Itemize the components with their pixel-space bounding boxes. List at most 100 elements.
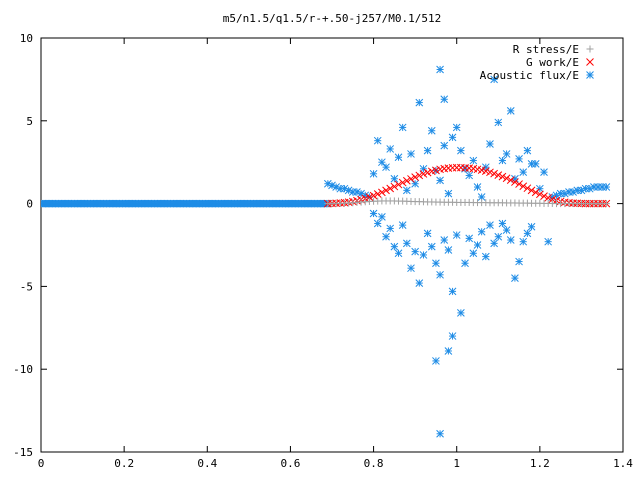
- series-point-star: [519, 237, 528, 246]
- series-point-star: [440, 95, 449, 104]
- series-point-cross: [369, 191, 378, 200]
- series-point-star: [502, 150, 511, 158]
- series-point-cross: [506, 176, 515, 184]
- series-point-star: [373, 219, 382, 228]
- series-point-star: [432, 357, 440, 365]
- y-tick-label: 5: [26, 115, 33, 128]
- series-point-cross: [382, 186, 390, 195]
- series-point-star: [444, 347, 453, 355]
- chart-title: m5/n1.5/q1.5/r-+.50-j257/M0.1/512: [223, 12, 442, 25]
- series-point-star: [502, 226, 511, 234]
- legend-label: R stress/E: [513, 43, 579, 56]
- plot-frame: [40, 37, 624, 453]
- series-point-star: [390, 242, 399, 251]
- series-point-star: [486, 221, 494, 229]
- series-point-star: [494, 118, 503, 127]
- legend-label: Acoustic flux/E: [480, 69, 579, 82]
- series-point-star: [402, 186, 411, 195]
- x-tick-label: 1.4: [613, 457, 633, 470]
- series-point-cross: [527, 186, 536, 195]
- series-point-star: [452, 231, 461, 239]
- series-point-star: [369, 169, 378, 178]
- x-tick-label: 0.4: [197, 457, 217, 470]
- series-point-star: [427, 126, 436, 135]
- points-layer: [323, 65, 611, 438]
- y-tick-label: -10: [13, 363, 33, 376]
- series-point-star: [407, 150, 415, 158]
- series-point-star: [423, 229, 432, 238]
- series-point-cross: [511, 178, 519, 186]
- series-point-star: [444, 246, 453, 254]
- series-point-star: [461, 259, 469, 268]
- series-point-star: [373, 136, 382, 145]
- series-point-star: [423, 146, 432, 155]
- series-point-star: [490, 75, 498, 84]
- series-point-cross: [407, 175, 415, 183]
- baseline-layer: [41, 199, 332, 208]
- series-point-star: [506, 236, 515, 244]
- y-tick-label: -5: [20, 280, 33, 293]
- x-tick-label: 0.6: [280, 457, 300, 470]
- series-point-star: [436, 270, 444, 279]
- series-point-cross: [452, 163, 461, 172]
- series-point-star: [481, 163, 490, 172]
- series-point-star: [498, 156, 507, 165]
- series-point-star: [353, 188, 361, 196]
- series-point-star: [448, 287, 457, 296]
- x-tick-label: 1: [453, 457, 460, 470]
- series-point-star: [378, 212, 386, 221]
- x-tick-label: 0.2: [114, 457, 134, 470]
- series-point-star: [523, 229, 532, 238]
- series-point-star: [511, 174, 519, 183]
- series-point-star: [382, 163, 390, 172]
- series-point-star: [469, 156, 478, 165]
- series-point-star: [427, 242, 436, 251]
- series-point-cross: [373, 190, 382, 198]
- series-point-cross: [423, 168, 432, 177]
- legend-marker: [586, 45, 594, 53]
- series-point-star: [394, 153, 403, 162]
- y-tick-label: 0: [26, 198, 33, 211]
- series-point-star: [498, 219, 507, 228]
- series-point-star: [436, 429, 444, 438]
- legend-marker: [586, 71, 594, 79]
- x-tick-label: 1.2: [530, 457, 550, 470]
- x-tick-label: 0.8: [364, 457, 384, 470]
- series-point-cross: [540, 192, 548, 201]
- series-point-star: [519, 168, 528, 176]
- series-point-star: [419, 251, 428, 259]
- series-point-star: [415, 98, 424, 107]
- series-point-star: [344, 186, 353, 195]
- series-point-star: [440, 141, 449, 150]
- series-point-star: [481, 252, 490, 261]
- legend-label: G work/E: [526, 56, 579, 69]
- series-point-star: [511, 274, 519, 282]
- series-point-star: [544, 237, 553, 246]
- series-point-star: [432, 259, 440, 268]
- series-point-star: [523, 146, 532, 155]
- series-point-star: [448, 133, 457, 142]
- series-point-cross: [411, 173, 419, 181]
- series-point-star: [402, 239, 411, 248]
- series-point-star: [436, 176, 444, 185]
- series-point-star: [602, 183, 611, 191]
- series-point-star: [411, 247, 419, 256]
- series-point-star: [540, 168, 548, 176]
- series-point-star: [469, 249, 478, 258]
- series-point-star: [398, 123, 407, 132]
- axes: 0 0.2 0.4 0.6 0.8 1 1.2 1.4 -15 -10 -5 0 5 10: [13, 32, 633, 470]
- series-point-plus: [602, 200, 610, 208]
- series-point-cross: [378, 188, 386, 197]
- series-point-cross: [494, 171, 503, 179]
- series-point-star: [398, 221, 407, 229]
- series-point-star: [382, 232, 390, 241]
- series-point-star: [465, 171, 474, 180]
- series-point-cross: [394, 180, 403, 189]
- series-point-star: [527, 222, 536, 231]
- series-point-star: [465, 234, 474, 243]
- legend-marker: [586, 58, 594, 66]
- series-point-cross: [386, 184, 395, 193]
- series-point-star: [486, 140, 494, 148]
- series-point-cross: [419, 170, 428, 178]
- series-point-cross: [531, 188, 540, 197]
